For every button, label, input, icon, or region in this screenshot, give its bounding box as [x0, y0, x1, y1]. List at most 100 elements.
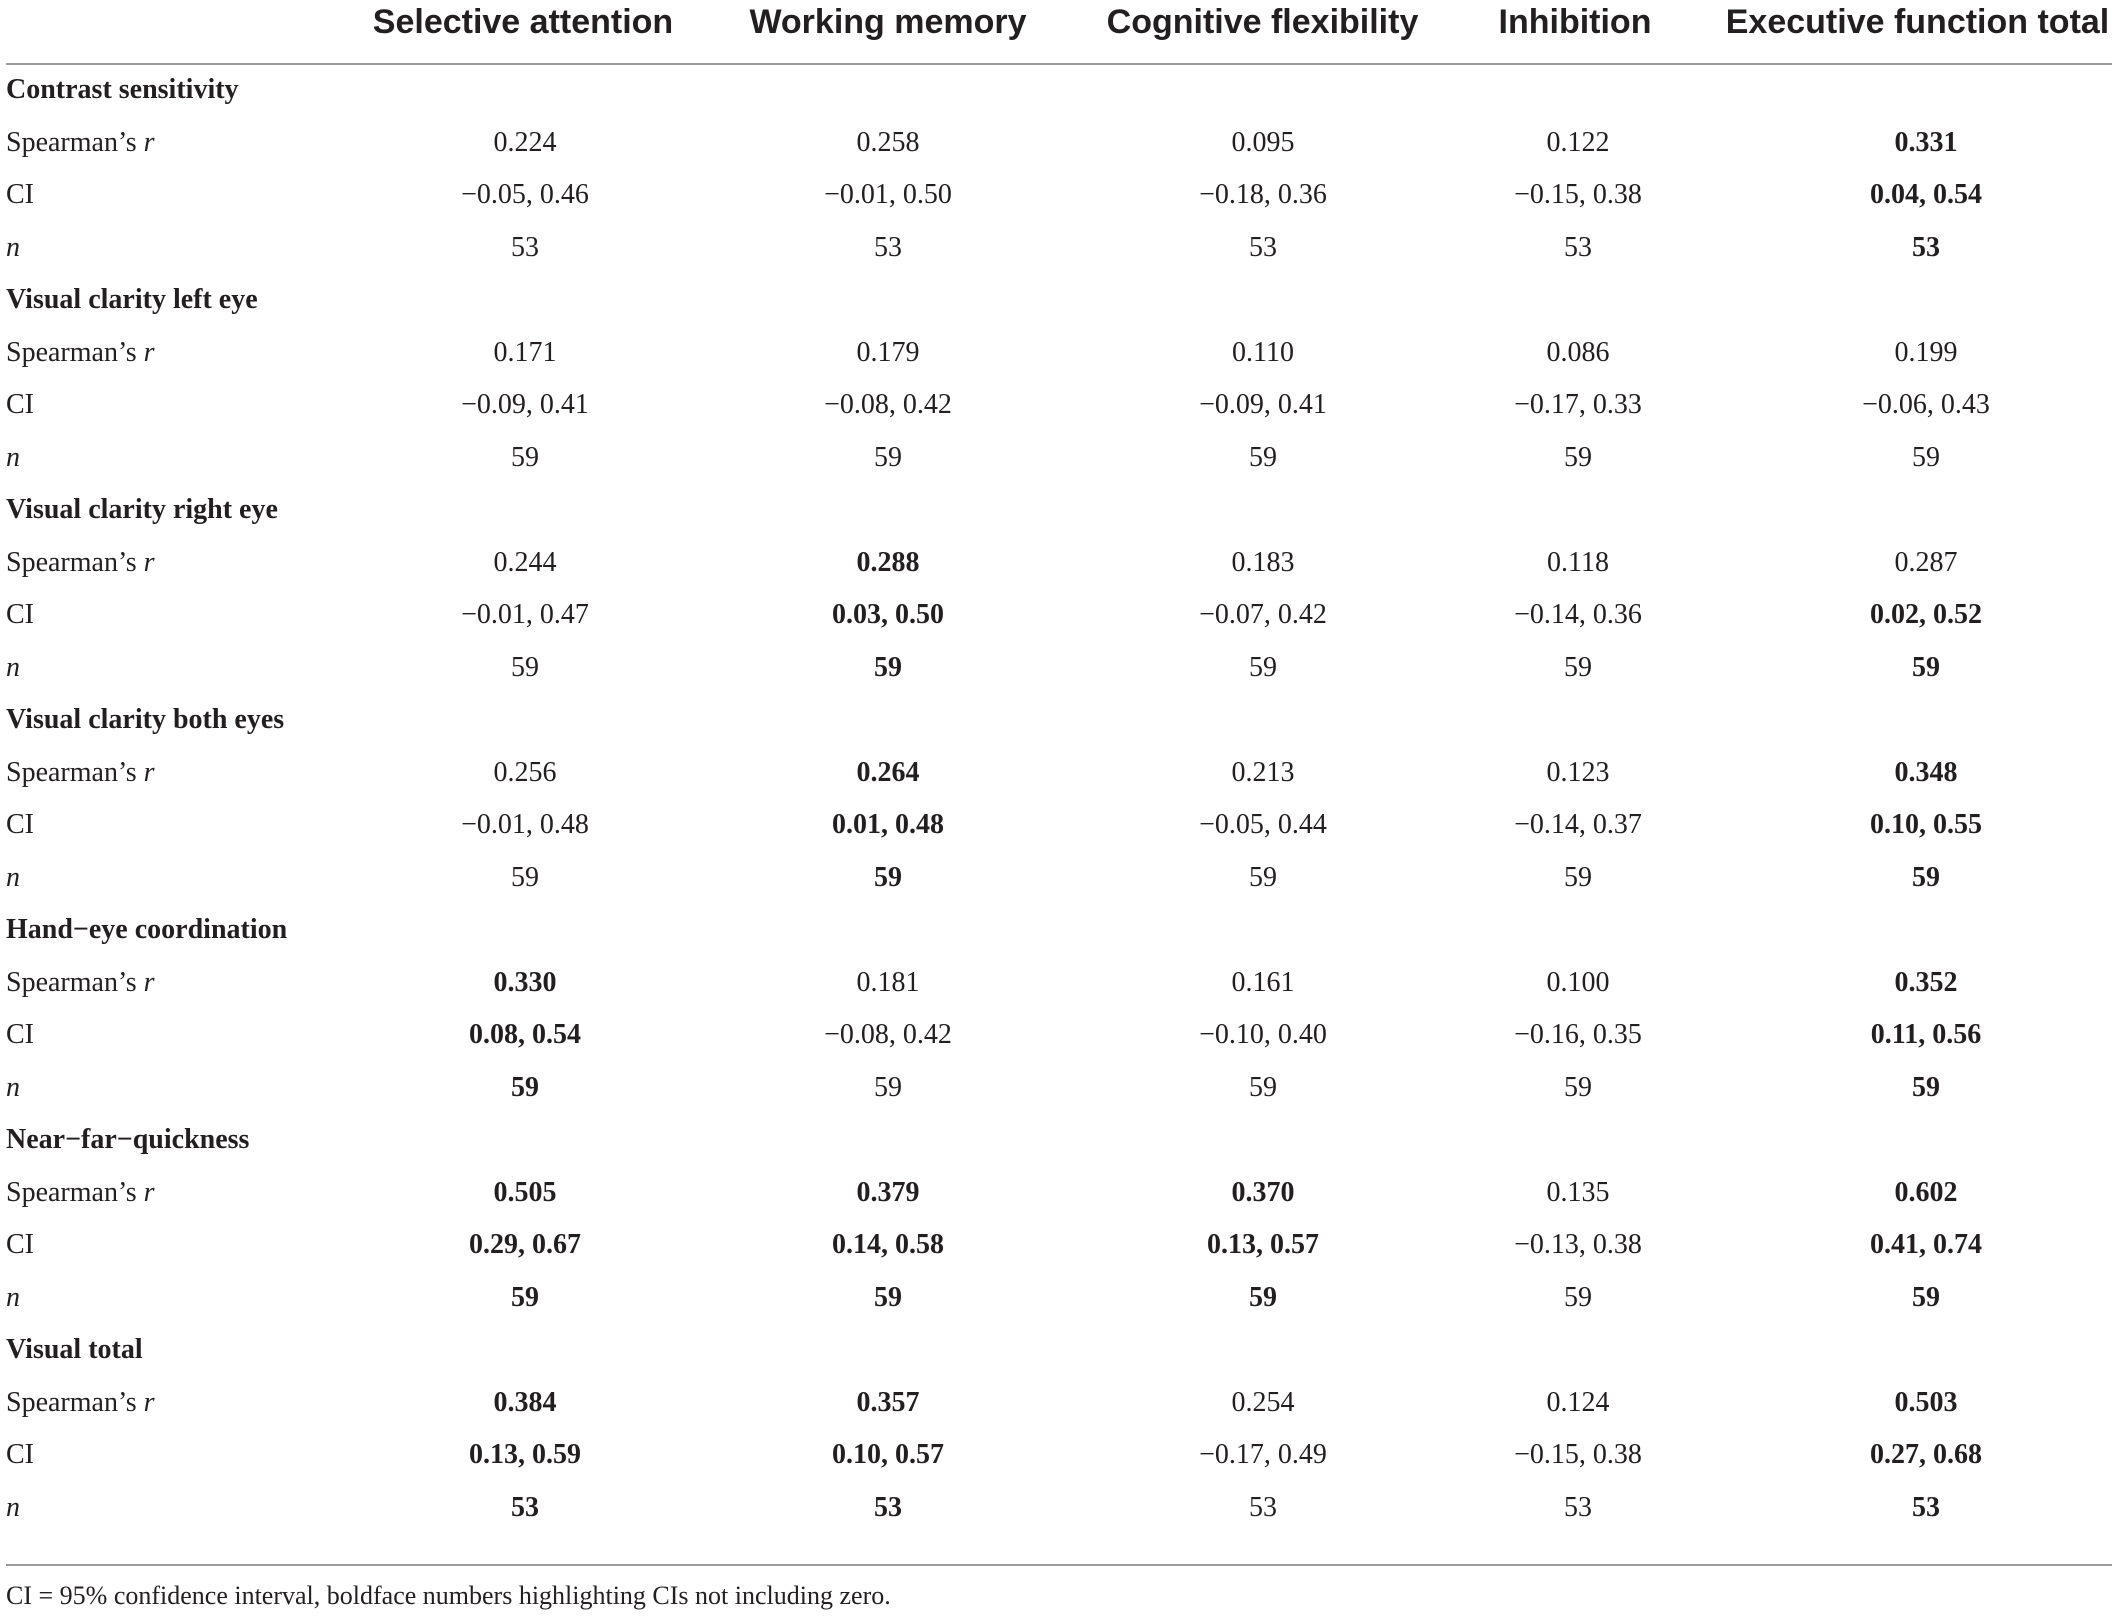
table-cell: 0.13, 0.57 — [1207, 1229, 1319, 1260]
table-cell: −0.17, 0.33 — [1514, 389, 1642, 420]
row-label-ci: CI — [6, 1019, 34, 1050]
row-label-symbol: r — [143, 126, 155, 158]
table-cell: −0.15, 0.38 — [1514, 179, 1642, 210]
table-cell: 0.01, 0.48 — [832, 809, 944, 840]
table-cell: −0.18, 0.36 — [1199, 179, 1327, 210]
table-cell: 0.100 — [1546, 966, 1610, 998]
table-cell: −0.17, 0.49 — [1199, 1439, 1327, 1470]
table-cell: 0.14, 0.58 — [832, 1229, 944, 1260]
table-cell: 0.331 — [1894, 126, 1958, 158]
table-cell: 53 — [1912, 1491, 1940, 1523]
row-label-n: n — [6, 1488, 20, 1528]
table-cell: −0.01, 0.50 — [824, 179, 952, 210]
table-cell: 0.13, 0.59 — [469, 1439, 581, 1470]
table-cell: 0.183 — [1231, 546, 1295, 578]
table-cell: 0.179 — [856, 336, 920, 368]
table-cell: 59 — [511, 651, 539, 683]
row-label-prefix: Spearman’s — [6, 336, 144, 368]
table-cell: 0.095 — [1231, 126, 1295, 158]
table-cell: 59 — [1249, 861, 1277, 893]
table-cell: −0.05, 0.44 — [1199, 809, 1327, 840]
column-header-executive-function-total: Executive function total — [1725, 3, 2110, 41]
group-label: Visual clarity right eye — [6, 494, 278, 525]
table-cell: −0.10, 0.40 — [1199, 1019, 1327, 1050]
group-label: Near−far−quickness — [6, 1124, 250, 1155]
table-cell: 0.256 — [493, 756, 557, 788]
row-label-symbol: n — [6, 441, 20, 473]
table-cell: 0.02, 0.52 — [1870, 599, 1982, 630]
row-label-symbol: n — [6, 231, 20, 263]
table-cell: 0.330 — [493, 966, 557, 998]
row-label-n: n — [6, 648, 20, 688]
row-label-symbol: n — [6, 1491, 20, 1523]
row-label-r: Spearman’s r — [6, 1383, 155, 1423]
table-cell: 59 — [1912, 1281, 1940, 1313]
table-cell: 59 — [874, 441, 902, 473]
row-label-symbol: n — [6, 651, 20, 683]
table-cell: −0.06, 0.43 — [1862, 389, 1990, 420]
table-cell: 59 — [1249, 651, 1277, 683]
column-header-inhibition: Inhibition — [1498, 3, 1652, 41]
table-cell: 0.110 — [1232, 336, 1294, 368]
table-cell: −0.16, 0.35 — [1514, 1019, 1642, 1050]
table-cell: 53 — [1564, 231, 1592, 263]
table-cell: 59 — [1249, 1281, 1277, 1313]
table-cell: 0.244 — [493, 546, 557, 578]
row-label-symbol: r — [143, 1176, 155, 1208]
table-cell: 53 — [511, 231, 539, 263]
table-cell: 59 — [874, 861, 902, 893]
row-label-ci: CI — [6, 179, 34, 210]
table-cell: −0.13, 0.38 — [1514, 1229, 1642, 1260]
row-label-r: Spearman’s r — [6, 753, 155, 793]
row-label-symbol: n — [6, 1071, 20, 1103]
row-label-symbol: r — [143, 756, 155, 788]
table-cell: 0.122 — [1546, 126, 1610, 158]
row-label-r: Spearman’s r — [6, 123, 155, 163]
row-label-n: n — [6, 1278, 20, 1318]
row-label-prefix: Spearman’s — [6, 546, 144, 578]
table-cell: 0.123 — [1546, 756, 1610, 788]
table-cell: 0.384 — [493, 1386, 557, 1418]
table-cell: 0.171 — [493, 336, 557, 368]
table-cell: 59 — [1249, 1071, 1277, 1103]
table-cell: 0.348 — [1894, 756, 1958, 788]
row-label-ci: CI — [6, 1229, 34, 1260]
table-cell: 59 — [874, 1281, 902, 1313]
table-cell: 59 — [874, 1071, 902, 1103]
column-header-working-memory: Working memory — [749, 3, 1027, 41]
table-cell: −0.05, 0.46 — [461, 179, 589, 210]
row-label-r: Spearman’s r — [6, 543, 155, 583]
table-cell: 59 — [1564, 861, 1592, 893]
table-cell: 0.258 — [856, 126, 920, 158]
table-cell: −0.14, 0.37 — [1514, 809, 1642, 840]
table-cell: 59 — [1912, 651, 1940, 683]
table-cell: 59 — [511, 861, 539, 893]
row-label-ci: CI — [6, 599, 34, 630]
row-label-r: Spearman’s r — [6, 963, 155, 1003]
group-label: Contrast sensitivity — [6, 74, 239, 105]
table-cell: −0.01, 0.48 — [461, 809, 589, 840]
column-header-selective-attention: Selective attention — [372, 3, 674, 41]
table-cell: 0.29, 0.67 — [469, 1229, 581, 1260]
table-cell: 0.379 — [856, 1176, 920, 1208]
table-cell: 59 — [511, 1071, 539, 1103]
table-cell: 59 — [1249, 441, 1277, 473]
table-cell: 0.254 — [1231, 1386, 1295, 1418]
table-cell: 0.264 — [856, 756, 920, 788]
column-header-cognitive-flexibility: Cognitive flexibility — [1106, 3, 1419, 41]
table-cell: 0.181 — [856, 966, 920, 998]
table-cell: 59 — [511, 441, 539, 473]
table-cell: −0.14, 0.36 — [1514, 599, 1642, 630]
table-cell: 0.08, 0.54 — [469, 1019, 581, 1050]
table-cell: 0.505 — [493, 1176, 557, 1208]
table-cell: 59 — [1564, 1281, 1592, 1313]
table-cell: 0.161 — [1231, 966, 1295, 998]
table-cell: 0.124 — [1546, 1386, 1610, 1418]
table-cell: 0.213 — [1231, 756, 1295, 788]
table-cell: 59 — [511, 1281, 539, 1313]
table-cell: −0.08, 0.42 — [824, 389, 952, 420]
table-cell: 59 — [1912, 861, 1940, 893]
row-label-symbol: r — [143, 546, 155, 578]
table-cell: 0.287 — [1894, 546, 1958, 578]
table-cell: −0.07, 0.42 — [1199, 599, 1327, 630]
